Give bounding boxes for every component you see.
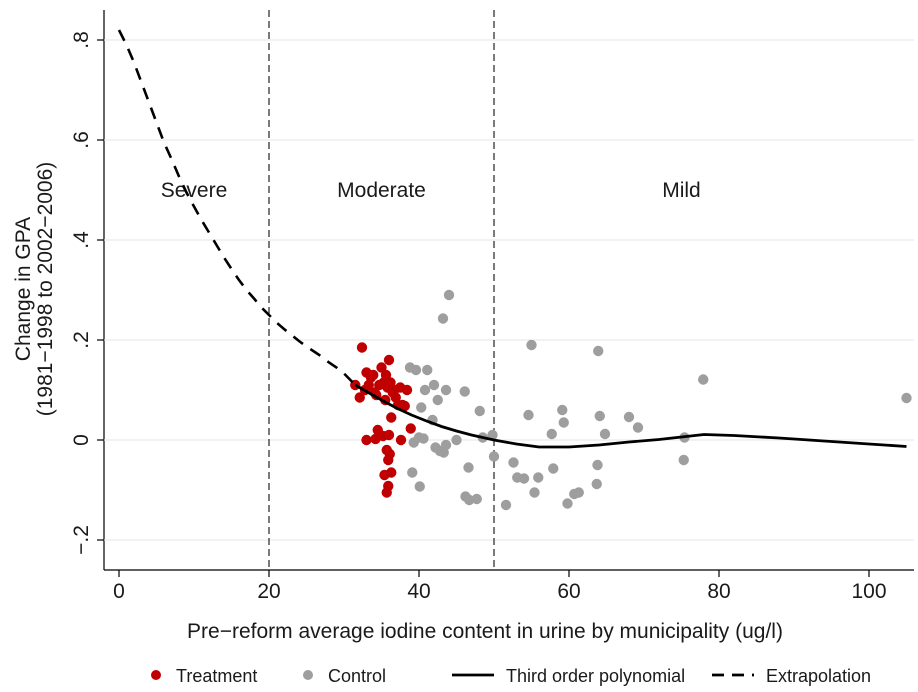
plot-area: Severe Moderate Mild 0 20 40 60 80 100 −.2 0 .2 .4… <box>70 10 914 603</box>
control-point <box>698 374 709 385</box>
x-axis-ticks: 0 20 40 60 80 100 <box>113 570 887 603</box>
treatment-point <box>368 369 379 381</box>
region-label: Severe <box>161 179 228 202</box>
x-tick-label: 20 <box>257 580 280 603</box>
control-point <box>599 428 611 440</box>
control-point <box>443 289 455 301</box>
x-tick-label: 100 <box>851 580 886 603</box>
treatment-point <box>383 354 395 366</box>
scatter-points <box>350 289 912 511</box>
treatment-point <box>386 412 397 423</box>
legend-label: Third order polynomial <box>506 666 685 686</box>
legend-label: Control <box>328 666 386 686</box>
control-point <box>546 428 557 440</box>
control-point <box>523 409 534 421</box>
x-tick-label: 60 <box>557 580 580 603</box>
y-tick-label: 0 <box>70 434 93 446</box>
x-tick-label: 80 <box>707 580 730 603</box>
y-tick-label: .8 <box>70 31 93 49</box>
control-point <box>419 384 431 396</box>
control-point <box>408 437 419 448</box>
control-point <box>558 417 569 428</box>
legend: Treatment Control Third order polynomial Ex… <box>151 666 871 686</box>
control-point <box>422 364 433 376</box>
control-point <box>463 462 474 473</box>
y-tick-label: .4 <box>70 231 93 249</box>
treatment-point <box>386 467 397 478</box>
control-point <box>432 394 443 406</box>
control-point <box>416 402 427 413</box>
treatment-point <box>361 434 372 446</box>
control-point <box>557 404 568 416</box>
control-point <box>529 487 540 498</box>
control-point <box>437 313 449 324</box>
control-point <box>548 463 559 474</box>
y-axis-ticks: −.2 0 .2 .4 .6 .8 <box>70 31 104 555</box>
control-point <box>459 386 470 397</box>
gridlines <box>104 39 914 541</box>
treatment-point <box>356 342 368 353</box>
legend-label: Treatment <box>176 666 257 686</box>
treatment-point <box>380 369 392 381</box>
control-point <box>410 364 422 376</box>
control-point <box>623 411 635 423</box>
treatment-point <box>381 487 392 498</box>
control-point <box>474 405 485 417</box>
control-point <box>407 467 418 478</box>
treatment-point <box>376 362 387 373</box>
control-point <box>526 339 537 351</box>
region-dividers <box>268 10 495 570</box>
y-tick-label: .2 <box>70 331 93 349</box>
region-labels: Severe Moderate Mild <box>161 179 701 202</box>
control-point <box>518 473 530 484</box>
control-point <box>533 472 544 483</box>
control-point <box>487 429 498 441</box>
treatment-point <box>401 384 413 396</box>
region-label: Moderate <box>337 179 426 202</box>
treatment-point <box>395 434 407 446</box>
control-point <box>901 392 912 404</box>
treatment-point <box>383 454 394 466</box>
fit-lines <box>117 29 907 449</box>
control-point <box>592 459 603 471</box>
treatment-point <box>405 423 416 434</box>
x-tick-label: 40 <box>407 580 430 603</box>
region-label: Mild <box>662 179 701 202</box>
control-point <box>414 481 425 492</box>
legend-label: Extrapolation <box>766 666 871 686</box>
legend-marker <box>151 670 161 680</box>
control-point <box>632 422 644 433</box>
control-point <box>418 433 429 444</box>
y-tick-label: −.2 <box>70 525 93 555</box>
y-axis-label-line-2: (1981−1998 to 2002−2006) <box>34 162 57 417</box>
control-point <box>591 478 602 490</box>
control-point <box>488 451 500 462</box>
treatment-point <box>399 400 410 412</box>
control-point <box>573 487 584 498</box>
treatment-point <box>377 430 389 442</box>
y-tick-label: .6 <box>70 131 93 149</box>
y-axis-label: Change in GPA (1981−1998 to 2002−2006) <box>12 162 57 417</box>
x-tick-label: 0 <box>113 580 125 603</box>
extrapolation-line <box>117 29 357 386</box>
legend-marker <box>303 670 313 680</box>
control-point <box>562 498 573 509</box>
control-point <box>440 439 452 451</box>
control-point <box>593 345 604 357</box>
polynomial-fit-line <box>354 383 907 449</box>
control-point <box>594 410 605 422</box>
control-point <box>508 457 519 468</box>
x-axis-label: Pre−reform average iodine content in uri… <box>187 620 783 643</box>
control-point <box>678 454 689 466</box>
control-point <box>440 384 452 396</box>
control-point <box>428 379 440 391</box>
y-axis-label-line-1: Change in GPA <box>12 217 35 361</box>
control-point <box>500 499 512 511</box>
treatment-point <box>354 392 365 403</box>
control-point <box>471 493 482 505</box>
control-point <box>451 434 462 446</box>
